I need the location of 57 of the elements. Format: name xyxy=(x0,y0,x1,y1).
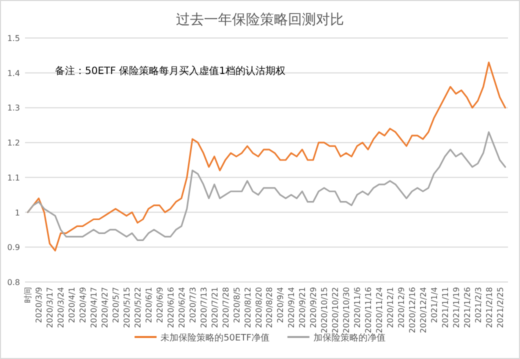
x-tick-label: 2020/4/17 xyxy=(90,287,99,328)
x-tick-label: 2020/11/24 xyxy=(375,287,384,334)
x-tick-label: 2020/9/4 xyxy=(276,287,286,323)
x-tick-label: 2021/1/19 xyxy=(452,287,461,328)
x-tick-label: 2020/11/6 xyxy=(353,287,362,328)
y-tick-label: 1.3 xyxy=(7,104,20,113)
x-tick-label: 2020/10/22 xyxy=(331,287,340,334)
x-tick-label: 2020/6/9 xyxy=(155,287,164,323)
x-tick-label: 2020/4/27 xyxy=(100,287,110,328)
x-tick-label: 2021/1/4 xyxy=(430,287,439,323)
y-tick-label: 1 xyxy=(14,208,20,218)
y-tick-label: 1.5 xyxy=(7,34,20,43)
x-tick-label: 2021/1/26 xyxy=(462,287,472,328)
x-tick-label: 2020/3/24 xyxy=(56,287,66,328)
x-tick-label: 2020/6/24 xyxy=(177,287,186,328)
y-tick-label: 1.4 xyxy=(7,68,20,78)
x-tick-label: 2020/12/16 xyxy=(408,287,417,334)
x-tick-label: 2021/1/11 xyxy=(440,287,450,328)
x-tick-label: 2020/12/24 xyxy=(418,287,428,334)
x-tick-label: 2020/5/7 xyxy=(112,287,121,323)
x-tick-label: 2020/12/1 xyxy=(386,287,395,328)
annotation: 备注：50ETF 保险策略每月买入虚值1档的认沽期权 xyxy=(55,65,286,77)
x-tick-label: 2020/8/12 xyxy=(243,287,252,328)
y-tick-label: 0.8 xyxy=(7,278,20,287)
x-tick-label: 2020/10/30 xyxy=(342,287,352,334)
x-tick-label: 2021/2/18 xyxy=(484,287,494,328)
x-tick-label: 2020/10/15 xyxy=(320,287,330,334)
chart-title: 过去一年保险策略回测对比 xyxy=(176,12,344,28)
x-tick-label: 2020/7/13 xyxy=(199,287,208,328)
x-tick-label: 时间 xyxy=(24,287,33,303)
x-tick-label: 2020/5/22 xyxy=(134,287,143,328)
x-tick-label: 2020/8/5 xyxy=(232,287,242,323)
y-tick-label: 1.2 xyxy=(7,138,20,148)
x-tick-label: 2020/6/16 xyxy=(166,287,176,328)
x-tick-label: 2020/7/3 xyxy=(188,287,198,323)
x-tick-label: 2021/2/3 xyxy=(474,287,483,323)
legend-label: 加保险策略的净值 xyxy=(313,332,386,344)
y-tick-label: 0.9 xyxy=(7,243,20,252)
x-tick-label: 2020/7/28 xyxy=(221,287,230,328)
x-tick-label: 2020/9/21 xyxy=(298,287,308,328)
x-tick-label: 2020/6/1 xyxy=(144,287,154,323)
x-tick-label: 2020/3/9 xyxy=(34,287,44,323)
legend-label: 未加保险策略的50ETF净值 xyxy=(160,332,270,344)
x-tick-label: 2020/8/20 xyxy=(254,287,264,328)
x-tick-label: 2020/3/17 xyxy=(46,287,55,328)
line-series xyxy=(26,131,506,241)
x-tick-label: 2021/2/25 xyxy=(496,287,505,328)
x-tick-label: 2020/5/15 xyxy=(122,287,132,328)
x-tick-label: 2020/11/16 xyxy=(364,287,374,334)
x-tick-label: 2020/9/29 xyxy=(309,287,318,328)
x-tick-label: 2020/4/9 xyxy=(78,287,88,323)
x-tick-label: 2020/8/28 xyxy=(265,287,274,328)
x-tick-label: 2020/12/9 xyxy=(396,287,406,328)
x-tick-label: 2020/9/14 xyxy=(287,287,296,328)
x-tick-label: 2020/4/1 xyxy=(68,287,77,323)
x-tick-label: 2020/7/21 xyxy=(210,287,220,328)
y-tick-label: 1.1 xyxy=(7,173,20,182)
